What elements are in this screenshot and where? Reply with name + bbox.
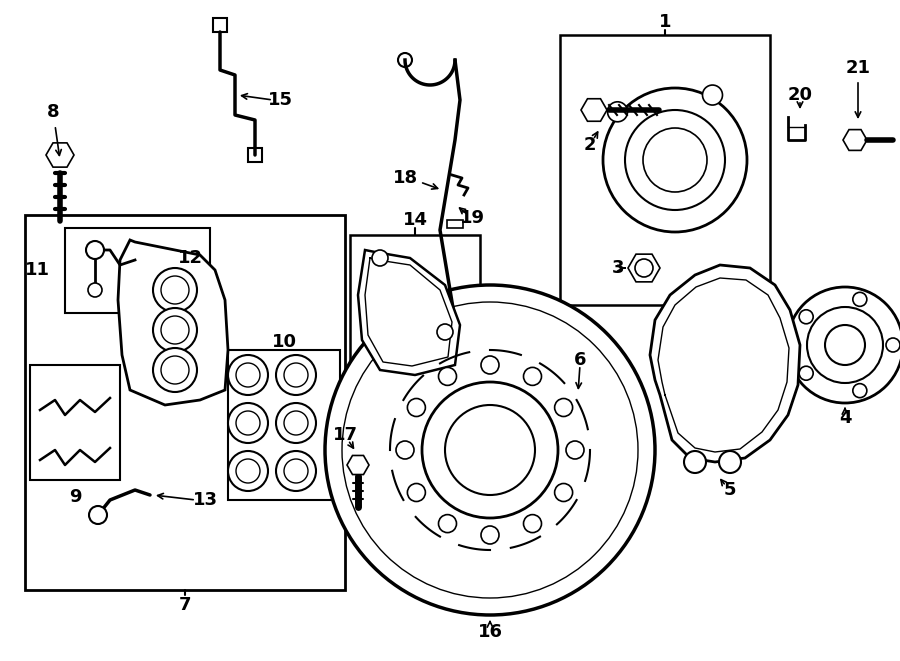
Text: 18: 18: [393, 169, 418, 187]
Circle shape: [807, 307, 883, 383]
Circle shape: [481, 356, 499, 374]
Circle shape: [625, 110, 725, 210]
Circle shape: [88, 283, 102, 297]
Circle shape: [445, 405, 535, 495]
Circle shape: [825, 325, 865, 365]
Circle shape: [276, 451, 316, 491]
Polygon shape: [347, 455, 369, 475]
Text: 2: 2: [584, 136, 596, 154]
Circle shape: [342, 302, 638, 598]
Polygon shape: [46, 143, 74, 167]
Text: 7: 7: [179, 596, 191, 614]
Circle shape: [554, 483, 572, 502]
Bar: [228, 350, 340, 500]
Text: 3: 3: [612, 259, 625, 277]
Circle shape: [408, 483, 426, 502]
Polygon shape: [358, 250, 460, 375]
Circle shape: [153, 308, 197, 352]
Circle shape: [325, 285, 655, 615]
Bar: [30, 365, 120, 480]
Circle shape: [886, 338, 900, 352]
Circle shape: [161, 316, 189, 344]
Text: 9: 9: [68, 488, 81, 506]
Text: 1: 1: [659, 13, 671, 31]
Circle shape: [603, 88, 747, 232]
Circle shape: [787, 287, 900, 403]
Circle shape: [398, 53, 412, 67]
Circle shape: [566, 441, 584, 459]
Text: 6: 6: [574, 351, 586, 369]
Circle shape: [161, 356, 189, 384]
Polygon shape: [650, 265, 800, 462]
Circle shape: [643, 128, 707, 192]
Bar: [350, 235, 480, 425]
Circle shape: [236, 363, 260, 387]
Circle shape: [799, 366, 814, 380]
Circle shape: [438, 515, 456, 533]
Circle shape: [276, 403, 316, 443]
Circle shape: [799, 310, 814, 324]
Text: 19: 19: [460, 209, 484, 227]
Circle shape: [228, 451, 268, 491]
Circle shape: [236, 411, 260, 435]
Circle shape: [853, 292, 867, 306]
Circle shape: [284, 411, 308, 435]
Circle shape: [524, 515, 542, 533]
Circle shape: [524, 368, 542, 385]
Text: 16: 16: [478, 623, 502, 641]
Circle shape: [635, 259, 653, 277]
Circle shape: [481, 526, 499, 544]
Circle shape: [276, 355, 316, 395]
Circle shape: [236, 459, 260, 483]
Text: 14: 14: [402, 211, 428, 229]
Text: 11: 11: [25, 261, 50, 279]
Bar: [65, 228, 210, 313]
Bar: [213, 18, 227, 32]
Bar: [248, 148, 262, 162]
Text: 17: 17: [332, 426, 357, 444]
Bar: [25, 215, 345, 590]
Text: 8: 8: [47, 103, 59, 121]
Polygon shape: [564, 395, 586, 414]
Text: 21: 21: [845, 59, 870, 77]
Circle shape: [372, 250, 388, 266]
Circle shape: [853, 383, 867, 398]
Polygon shape: [843, 130, 867, 151]
Circle shape: [284, 363, 308, 387]
Circle shape: [86, 241, 104, 259]
Circle shape: [422, 382, 558, 518]
Circle shape: [153, 348, 197, 392]
Polygon shape: [628, 254, 660, 282]
Circle shape: [228, 403, 268, 443]
Polygon shape: [118, 240, 228, 405]
Circle shape: [438, 368, 456, 385]
Circle shape: [703, 85, 723, 105]
Text: 20: 20: [788, 86, 813, 104]
Circle shape: [161, 276, 189, 304]
Circle shape: [408, 399, 426, 416]
Circle shape: [554, 399, 572, 416]
Bar: [447, 220, 463, 228]
Circle shape: [719, 451, 741, 473]
Circle shape: [437, 324, 453, 340]
Circle shape: [89, 506, 107, 524]
Circle shape: [284, 459, 308, 483]
Text: 15: 15: [267, 91, 293, 109]
Text: 13: 13: [193, 491, 218, 509]
Circle shape: [396, 441, 414, 459]
Text: 10: 10: [272, 333, 296, 351]
Text: 5: 5: [724, 481, 736, 499]
Circle shape: [684, 451, 706, 473]
Text: 4: 4: [839, 409, 851, 427]
Circle shape: [608, 102, 627, 122]
Text: 12: 12: [177, 249, 202, 267]
Polygon shape: [581, 98, 607, 121]
Circle shape: [228, 355, 268, 395]
Bar: [560, 35, 770, 305]
Circle shape: [153, 268, 197, 312]
